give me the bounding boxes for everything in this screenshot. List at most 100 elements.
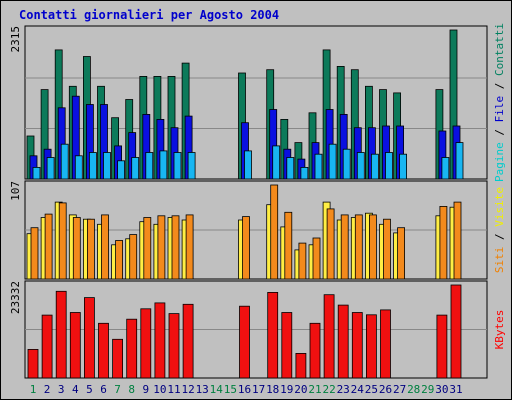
legend-item: Pagine xyxy=(493,142,506,182)
day-label: 12 xyxy=(181,383,194,396)
bar xyxy=(46,157,55,180)
day-label: 8 xyxy=(128,383,135,396)
bar xyxy=(284,211,293,280)
day-label: 20 xyxy=(294,383,307,396)
day-label: 29 xyxy=(421,383,434,396)
legend-sites: Siti / Visite xyxy=(493,187,506,273)
bar xyxy=(450,284,462,379)
bar xyxy=(300,166,309,180)
legend-separator: / xyxy=(493,76,506,96)
bar xyxy=(69,312,81,379)
bar xyxy=(365,314,377,379)
panel-kbytes: 23332 KBytes xyxy=(9,280,506,379)
legend-item: Visite xyxy=(493,187,506,227)
bar xyxy=(385,152,393,180)
bar xyxy=(281,312,293,379)
bar xyxy=(436,314,448,379)
chart-title: Contatti giornalieri per Agosto 2004 xyxy=(19,8,279,22)
bar xyxy=(112,338,123,379)
bar xyxy=(397,227,406,280)
series-pages-2 xyxy=(32,142,464,180)
legend-item: Siti xyxy=(493,247,506,274)
day-label: 14 xyxy=(210,383,224,396)
bar xyxy=(439,205,448,280)
bar xyxy=(89,152,97,180)
bar xyxy=(244,150,252,180)
bar xyxy=(328,143,337,180)
y-max-label-kbytes: 23332 xyxy=(9,281,22,314)
bar xyxy=(44,213,53,280)
bar xyxy=(337,304,349,379)
bar xyxy=(239,305,250,379)
day-label: 5 xyxy=(86,383,93,396)
day-label: 13 xyxy=(196,383,209,396)
bar xyxy=(60,143,69,180)
bar xyxy=(182,303,194,379)
panels-group: 2315 Pagine / File / Contatti 107 Siti / Vi… xyxy=(9,23,506,379)
bar xyxy=(298,242,307,280)
day-label: 26 xyxy=(379,383,392,396)
bar xyxy=(131,157,140,180)
bar xyxy=(295,352,307,379)
legend-item: File xyxy=(493,96,506,123)
bar xyxy=(314,153,323,180)
bar xyxy=(323,294,335,379)
bar xyxy=(168,313,180,379)
bar xyxy=(399,153,408,180)
panel-pages: 2315 Pagine / File / Contatti xyxy=(9,23,506,182)
legend-separator: / xyxy=(493,227,506,247)
series-kbytes-0 xyxy=(27,284,462,379)
day-label: 4 xyxy=(72,383,79,396)
bar xyxy=(27,348,39,379)
bar xyxy=(126,318,138,379)
bar xyxy=(326,208,335,280)
day-label: 22 xyxy=(322,383,335,396)
bar xyxy=(72,217,81,280)
day-label: 16 xyxy=(238,383,251,396)
bar xyxy=(101,214,109,280)
bar xyxy=(159,150,168,180)
bar xyxy=(453,201,462,280)
bar xyxy=(117,160,125,180)
bar xyxy=(157,215,166,280)
day-label: 31 xyxy=(449,383,462,396)
bar xyxy=(171,215,180,280)
bar xyxy=(173,152,182,180)
bar xyxy=(309,322,321,379)
series-sites-1 xyxy=(30,184,462,280)
bar xyxy=(354,214,363,280)
bar xyxy=(187,152,196,180)
legend-item: Contatti xyxy=(493,23,506,76)
bar xyxy=(30,227,39,280)
bar xyxy=(356,152,365,180)
bar xyxy=(41,314,53,379)
bar xyxy=(154,302,166,379)
bar xyxy=(103,152,111,180)
bar xyxy=(270,184,279,280)
day-label: 17 xyxy=(252,383,265,396)
y-max-label-sites: 107 xyxy=(9,181,22,201)
day-label: 18 xyxy=(266,383,279,396)
day-label: 11 xyxy=(167,383,180,396)
day-label: 15 xyxy=(224,383,237,396)
bar xyxy=(312,237,321,280)
day-label: 3 xyxy=(58,383,65,396)
bar xyxy=(342,148,351,180)
bar xyxy=(87,218,95,280)
bar xyxy=(340,214,349,280)
legend-kbytes: KBytes xyxy=(493,310,506,350)
day-label: 10 xyxy=(153,383,166,396)
day-label: 21 xyxy=(308,383,321,396)
bar xyxy=(383,218,391,280)
bar xyxy=(272,145,281,180)
bar xyxy=(267,291,279,379)
day-label: 25 xyxy=(365,383,378,396)
bar xyxy=(84,297,95,379)
legend-item: KBytes xyxy=(493,310,506,350)
bar xyxy=(351,312,363,379)
bar xyxy=(32,166,41,180)
day-label: 30 xyxy=(435,383,448,396)
bar xyxy=(145,152,154,180)
day-label: 6 xyxy=(100,383,107,396)
